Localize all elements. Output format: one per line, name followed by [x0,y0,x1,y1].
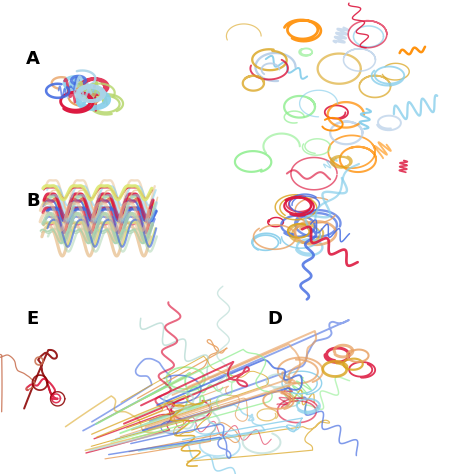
Text: B: B [26,192,40,210]
Text: D: D [268,310,283,328]
Text: A: A [26,50,40,68]
Text: E: E [26,310,38,328]
